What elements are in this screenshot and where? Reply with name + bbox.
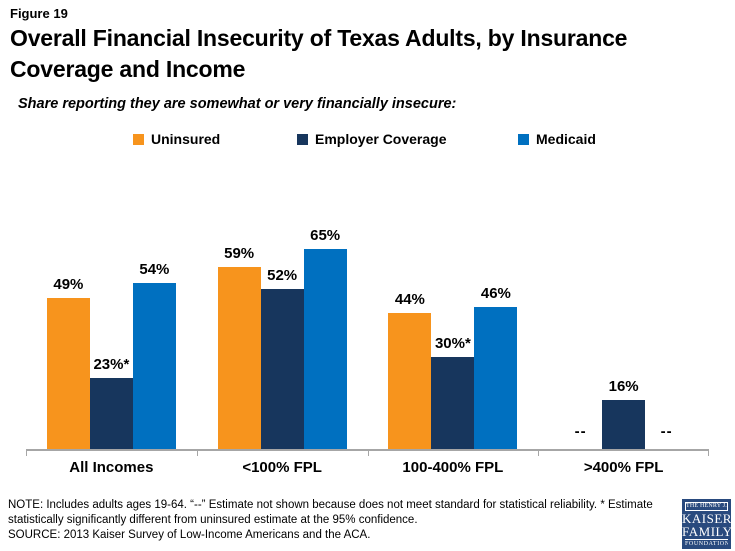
bar-medicaid — [474, 307, 518, 449]
kff-logo-henry-j: THE HENRY J. — [685, 502, 728, 511]
page-title-line-1: Overall Financial Insecurity of Texas Ad… — [10, 25, 628, 51]
kff-logo: THE HENRY J. KAISER FAMILY FOUNDATION — [682, 499, 733, 549]
bar-slot: 16% — [602, 378, 646, 449]
bar-medicaid — [303, 249, 347, 449]
x-axis-tick — [196, 449, 198, 456]
bar-employer-coverage — [89, 378, 133, 449]
x-axis-label: All Incomes — [69, 459, 154, 476]
legend-item-employer-coverage: Employer Coverage — [297, 131, 518, 147]
bar-value-label: 65% — [310, 227, 341, 244]
bar-employer-coverage — [431, 357, 475, 449]
bar-slot: 52% — [260, 267, 304, 449]
plot-area: 49% 23%* 54% 59% 52% 65% 44% 30%* 46% -- 16% -- — [26, 160, 709, 456]
legend-swatch-icon — [518, 133, 529, 145]
bar-value-label: 52% — [267, 267, 298, 284]
bar-value-label: 44% — [394, 291, 425, 308]
bar-slot: 49% — [46, 276, 90, 449]
page-title-line-2: Coverage and Income — [10, 56, 246, 82]
legend-item-medicaid: Medicaid — [518, 131, 596, 147]
bar-group-3: 44% 30%* 46% — [368, 160, 539, 449]
bar-slot: 59% — [217, 245, 261, 449]
legend-item-uninsured: Uninsured — [133, 131, 297, 147]
legend-label: Employer Coverage — [315, 131, 447, 147]
bar-value-label: -- — [574, 423, 587, 440]
chart-legend: Uninsured Employer Coverage Medicaid — [133, 131, 596, 147]
note-line-1: NOTE: Includes adults ages 19-64. “--” E… — [8, 499, 653, 511]
x-axis-labels: All Incomes <100% FPL 100-400% FPL >400% FP… — [26, 459, 709, 476]
bar-value-label: 16% — [608, 378, 639, 395]
bar-uninsured — [46, 298, 90, 449]
bar-employer-coverage — [602, 400, 646, 449]
figure-number-label: Figure 19 — [10, 6, 68, 21]
bar-value-label: 59% — [224, 245, 255, 262]
bar-slot: 44% — [388, 291, 432, 449]
kff-logo-kaiser: KAISER — [682, 511, 732, 526]
chart-subtitle: Share reporting they are somewhat or ver… — [18, 96, 457, 112]
legend-swatch-icon — [133, 133, 144, 145]
legend-swatch-icon — [297, 133, 308, 145]
bar-group-2: 59% 52% 65% — [197, 160, 368, 449]
x-axis-tick — [26, 449, 27, 456]
bar-group-1: 49% 23%* 54% — [26, 160, 197, 449]
legend-label: Medicaid — [536, 131, 596, 147]
bar-medicaid — [132, 283, 176, 449]
x-axis-label: 100-400% FPL — [402, 459, 504, 476]
bar-slot: 46% — [474, 285, 518, 449]
x-axis-tick — [367, 449, 369, 456]
bar-uninsured — [388, 313, 432, 449]
bar-slot: 30%* — [431, 335, 475, 449]
bar-slot: -- — [559, 423, 602, 449]
footnotes: NOTE: Includes adults ages 19-64. “--” E… — [8, 498, 680, 543]
x-axis-tick — [708, 449, 709, 456]
bar-slot: 54% — [132, 261, 176, 449]
bar-slot: 65% — [303, 227, 347, 449]
bar-slot: 23%* — [89, 356, 133, 449]
kff-logo-foundation: FOUNDATION — [685, 539, 728, 547]
page-title: Overall Financial Insecurity of Texas Ad… — [10, 23, 725, 85]
bar-value-label: 54% — [139, 261, 170, 278]
bar-value-label: 23%* — [93, 356, 130, 373]
x-axis-label: >400% FPL — [583, 459, 664, 476]
source-line: SOURCE: 2013 Kaiser Survey of Low-Income… — [8, 529, 371, 541]
bar-value-label: 30%* — [434, 335, 471, 352]
bar-group-4: -- 16% -- — [538, 160, 709, 449]
bar-uninsured — [217, 267, 261, 449]
bar-value-label: -- — [660, 423, 673, 440]
x-axis-tick — [538, 449, 540, 456]
x-axis-label: <100% FPL — [242, 459, 322, 476]
bar-value-label: 49% — [53, 276, 84, 293]
bar-slot: -- — [645, 423, 688, 449]
note-line-2: statistically significantly different fr… — [8, 514, 418, 526]
bar-value-label: 46% — [480, 285, 511, 302]
bar-employer-coverage — [260, 289, 304, 449]
kff-logo-family: FAMILY — [682, 524, 733, 539]
legend-label: Uninsured — [151, 131, 221, 147]
